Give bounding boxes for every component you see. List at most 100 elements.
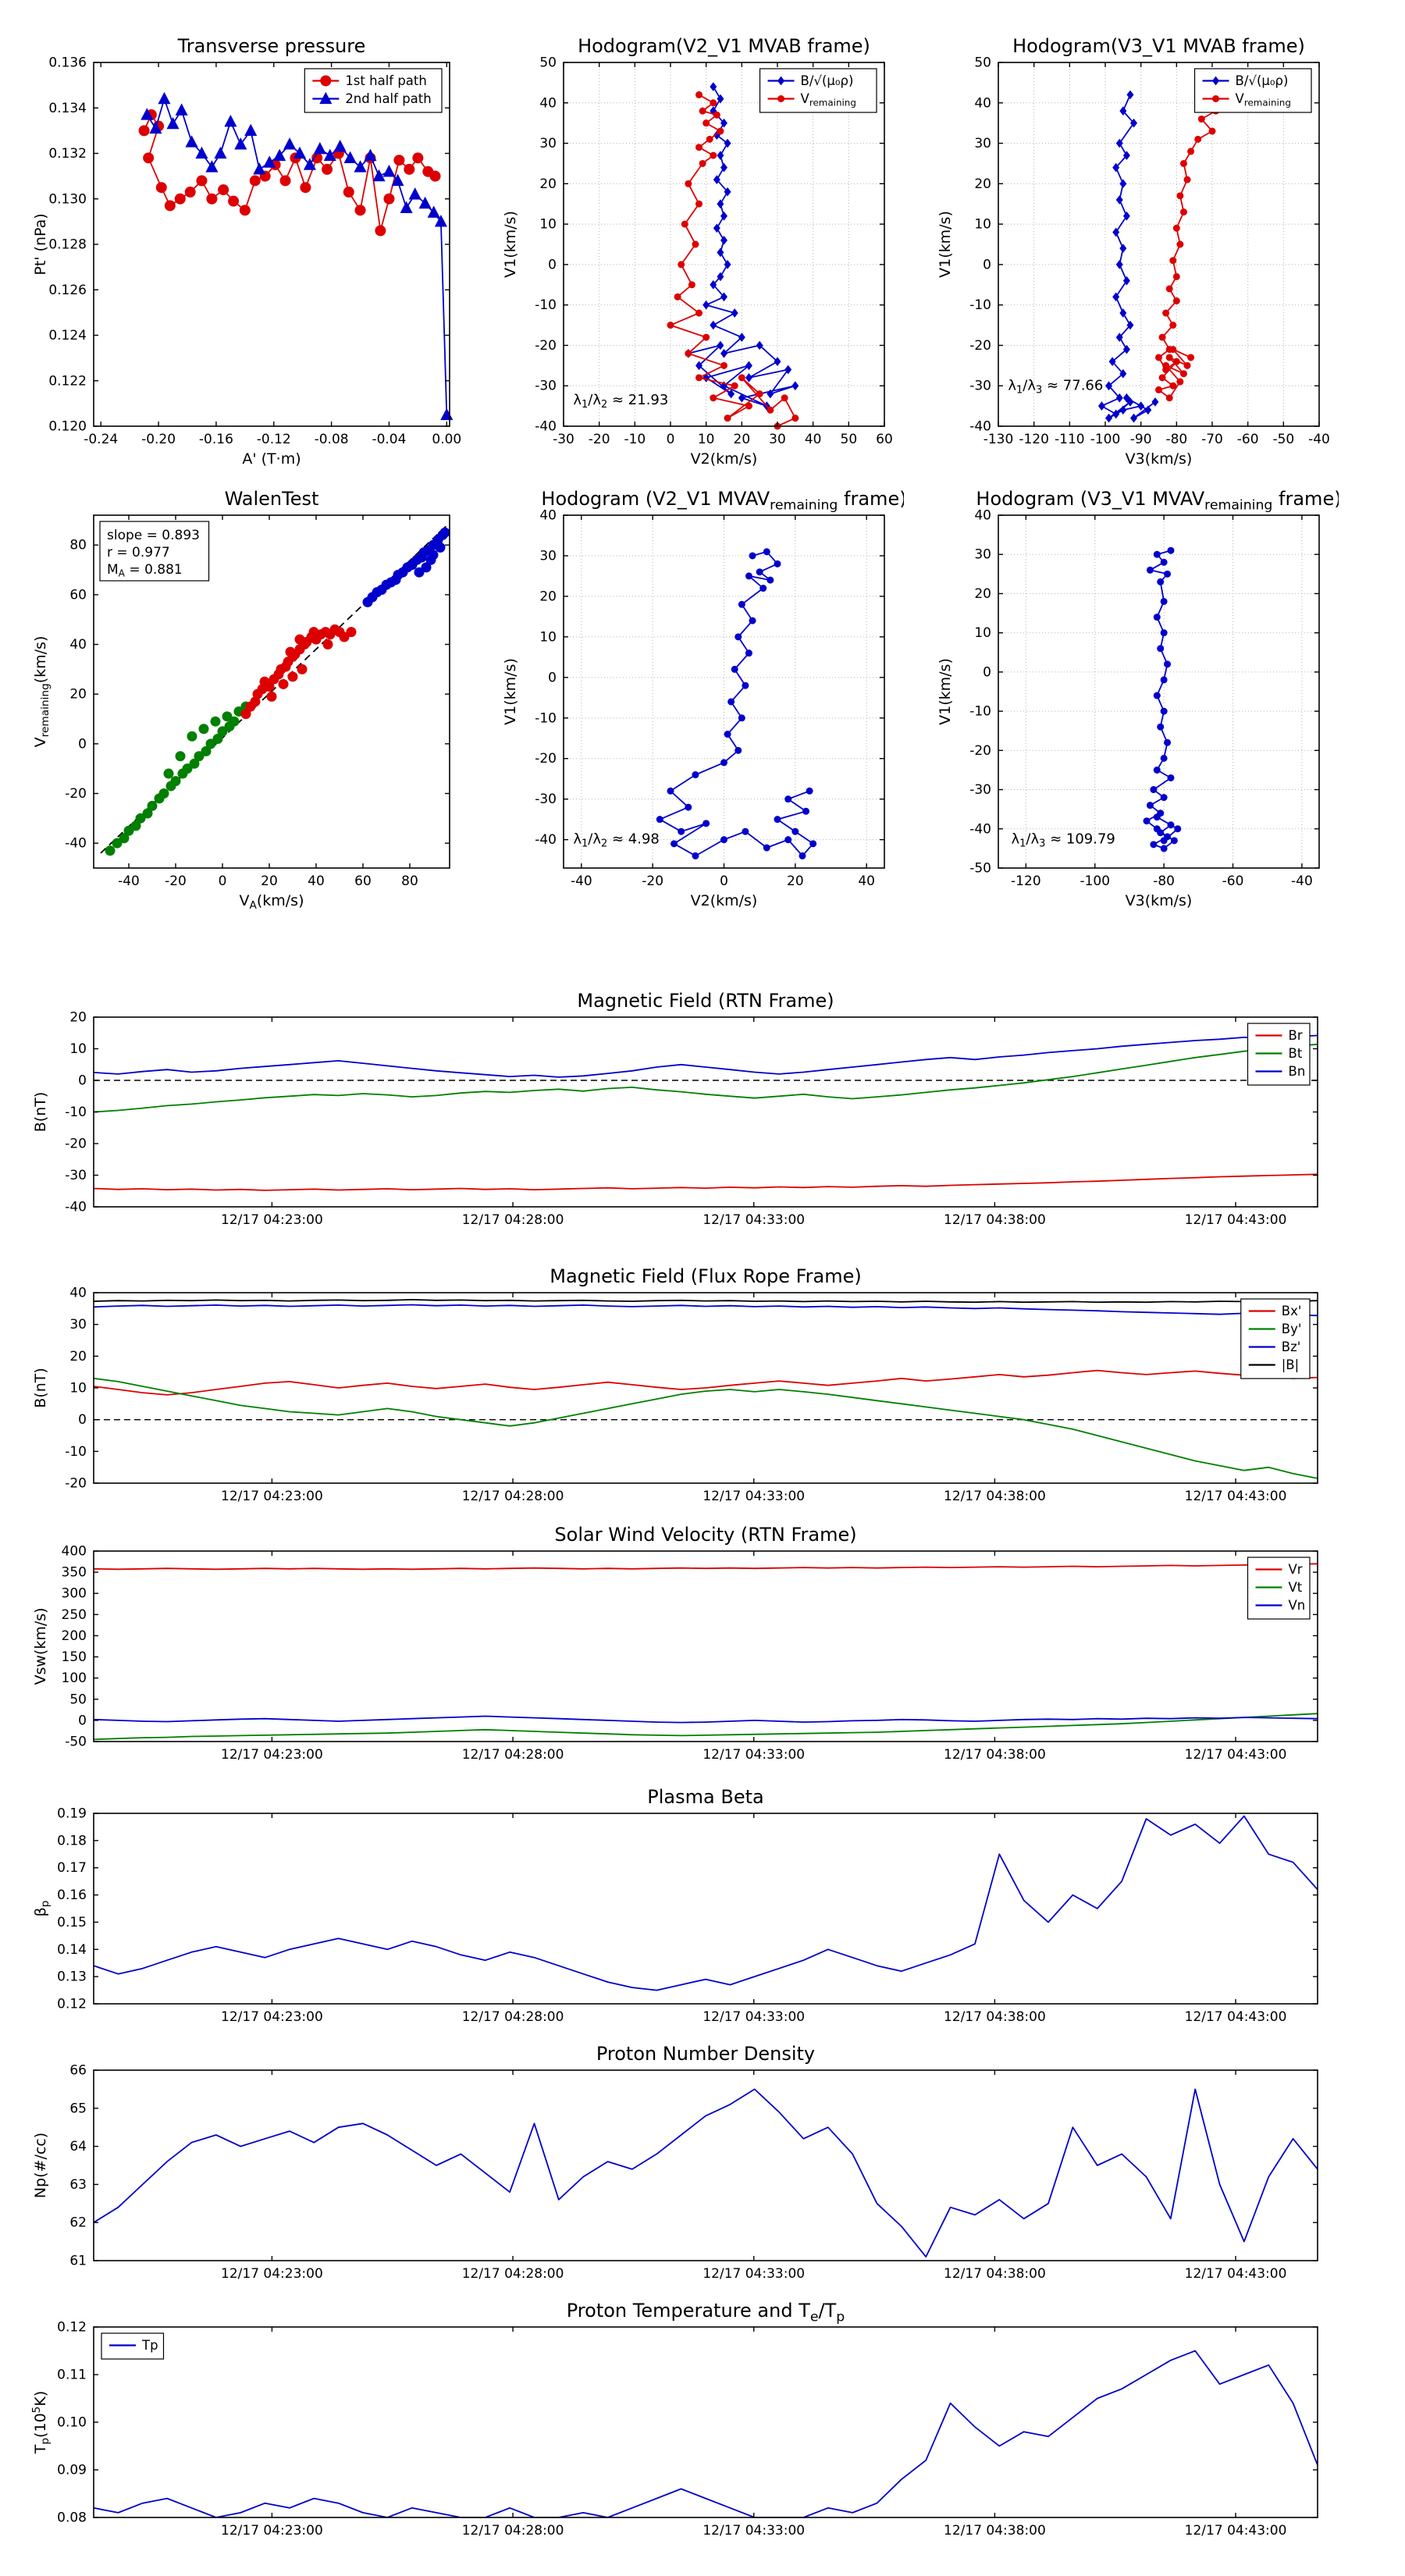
svg-text:12/17 04:38:00: 12/17 04:38:00 xyxy=(944,2523,1046,2539)
svg-text:r = 0.977: r = 0.977 xyxy=(107,545,170,560)
svg-text:-20: -20 xyxy=(65,1476,87,1492)
svg-text:0.12: 0.12 xyxy=(57,1997,87,2012)
legend: Br Bt Bn xyxy=(1247,1023,1311,1086)
svg-text:0.08: 0.08 xyxy=(57,2510,87,2526)
series-by xyxy=(93,1377,1318,1479)
svg-text:12/17 04:43:00: 12/17 04:43:00 xyxy=(1185,2266,1287,2282)
svg-text:30: 30 xyxy=(539,548,557,564)
series-2 xyxy=(240,624,357,720)
annotation-text: λ1/λ3 ≈ 109.79 xyxy=(1011,831,1115,849)
svg-text:-20: -20 xyxy=(65,786,87,802)
series-1 xyxy=(105,701,251,856)
transverse-pressure-chart: -0.24 -0.20 -0.16 -0.12 -0.08 -0.04 0.00 0.120 0… xyxy=(20,27,469,471)
svg-text:-20: -20 xyxy=(535,338,557,354)
walen-test-chart: -40 -20 0 20 40 60 80 -40 -20 0 20 40 60 80 WalenTest V… xyxy=(20,480,469,913)
svg-text:0.12: 0.12 xyxy=(57,2320,87,2336)
series-0 xyxy=(93,2088,1318,2258)
svg-text:62: 62 xyxy=(69,2215,87,2231)
svg-text:12/17 04:28:00: 12/17 04:28:00 xyxy=(462,1747,564,1763)
svg-text:0.126: 0.126 xyxy=(48,283,87,298)
svg-text:-40: -40 xyxy=(1308,432,1330,447)
stats-box: slope = 0.893 r = 0.977 MA = 0.881 xyxy=(99,521,210,582)
series-bx xyxy=(93,1369,1318,1396)
tick-marks-and-labels: 12/17 04:23:00 12/17 04:28:00 12/17 04:33:… xyxy=(65,1010,1318,1228)
plot-background xyxy=(94,2327,1318,2517)
svg-text:61: 61 xyxy=(69,2254,87,2269)
svg-text:65: 65 xyxy=(69,2101,87,2116)
series-tp xyxy=(93,2350,1318,2518)
svg-text:0: 0 xyxy=(548,257,557,272)
plot-background xyxy=(998,62,1319,426)
svg-text:20: 20 xyxy=(974,176,991,192)
svg-text:-0.16: -0.16 xyxy=(199,432,233,447)
svg-text:60: 60 xyxy=(876,432,893,447)
tick-marks-and-labels: -30 -20 -10 0 10 20 30 40 50 60-40-30-20-10010203… xyxy=(535,55,893,448)
svg-text:10: 10 xyxy=(69,1381,87,1397)
plot-background xyxy=(94,1813,1318,2004)
y-axis-label: Pt' (nPa) xyxy=(32,213,49,275)
svg-text:Tp: Tp xyxy=(141,2338,158,2353)
plot-background xyxy=(94,1551,1318,1742)
axes-frame xyxy=(998,62,1320,427)
hodogram-v2v1-mvab-chart: -30 -20 -10 0 10 20 30 40 50 60 -40 -30 -20 -10 0 10 20 3… xyxy=(489,27,904,471)
svg-text:40: 40 xyxy=(69,1286,87,1301)
svg-text:10: 10 xyxy=(698,432,715,447)
series-0 xyxy=(656,548,817,859)
y-axis-label: V1(km/s) xyxy=(937,658,954,725)
svg-text:-10: -10 xyxy=(624,432,646,447)
svg-text:-40: -40 xyxy=(969,821,991,837)
svg-text:12/17 04:33:00: 12/17 04:33:00 xyxy=(702,1489,805,1504)
svg-text:0.130: 0.130 xyxy=(48,191,87,207)
plot-background xyxy=(94,1017,1318,1207)
series-br xyxy=(93,1173,1318,1191)
svg-text:By': By' xyxy=(1282,1322,1302,1336)
x-axis-label: V3(km/s) xyxy=(1126,892,1193,909)
svg-text:-40: -40 xyxy=(571,873,592,889)
axes-frame xyxy=(93,1550,1318,1742)
annotation-text: λ1/λ2 ≈ 21.93 xyxy=(573,392,668,411)
svg-text:12/17 04:38:00: 12/17 04:38:00 xyxy=(944,1489,1046,1504)
svg-text:-0.08: -0.08 xyxy=(315,432,349,447)
svg-text:-30: -30 xyxy=(535,792,557,807)
svg-text:200: 200 xyxy=(62,1628,87,1644)
y-axis-label: βp xyxy=(32,1901,52,1917)
svg-text:63: 63 xyxy=(69,2177,87,2193)
tick-marks-and-labels: 12/17 04:23:00 12/17 04:28:00 12/17 04:33:… xyxy=(69,2063,1318,2282)
svg-text:-20: -20 xyxy=(969,743,991,759)
chart-title: Hodogram(V3_V1 MVAB frame) xyxy=(1012,35,1305,57)
svg-text:0: 0 xyxy=(78,1073,87,1089)
magnetic-field-rtn-chart: 12/17 04:23:00 12/17 04:28:00 12/17 04:33:… xyxy=(20,982,1337,1252)
svg-text:-50: -50 xyxy=(65,1735,87,1750)
x-axis-label: V3(km/s) xyxy=(1126,450,1193,468)
svg-text:12/17 04:43:00: 12/17 04:43:00 xyxy=(1185,1747,1287,1763)
svg-text:0: 0 xyxy=(219,873,227,889)
svg-text:20: 20 xyxy=(261,873,278,889)
y-axis-label: Vremaining(km/s) xyxy=(32,636,52,748)
svg-text:20: 20 xyxy=(787,873,804,889)
svg-text:12/17 04:23:00: 12/17 04:23:00 xyxy=(221,1212,323,1228)
svg-text:12/17 04:38:00: 12/17 04:38:00 xyxy=(944,2266,1046,2282)
svg-text:-80: -80 xyxy=(1165,432,1187,447)
svg-text:12/17 04:43:00: 12/17 04:43:00 xyxy=(1185,2009,1287,2025)
svg-text:0.134: 0.134 xyxy=(48,101,87,116)
svg-text:0: 0 xyxy=(983,257,991,272)
svg-text:-20: -20 xyxy=(969,338,991,354)
svg-text:10: 10 xyxy=(69,1041,87,1057)
svg-text:-40: -40 xyxy=(535,832,557,848)
svg-text:12/17 04:23:00: 12/17 04:23:00 xyxy=(221,2266,323,2282)
svg-text:12/17 04:33:00: 12/17 04:33:00 xyxy=(702,1212,805,1228)
svg-text:64: 64 xyxy=(69,2139,87,2154)
svg-text:-40: -40 xyxy=(535,419,557,435)
svg-text:-120: -120 xyxy=(1019,432,1049,447)
svg-text:0.11: 0.11 xyxy=(57,2368,87,2383)
svg-text:250: 250 xyxy=(62,1607,87,1623)
legend: Tp xyxy=(101,2332,165,2360)
tick-marks-and-labels: -130 -120 -110 -100 -90 -80 -70 -60 -50 -40-40-30… xyxy=(969,55,1330,448)
svg-text:-20: -20 xyxy=(165,873,187,889)
svg-text:12/17 04:28:00: 12/17 04:28:00 xyxy=(462,2009,564,2025)
tick-marks-and-labels: -40 -20 0 20 40 -40 -30 -20 -10 0 10 20 30 40 xyxy=(535,508,884,889)
svg-text:100: 100 xyxy=(62,1670,87,1686)
svg-text:30: 30 xyxy=(974,547,991,563)
svg-text:-50: -50 xyxy=(1272,432,1294,447)
